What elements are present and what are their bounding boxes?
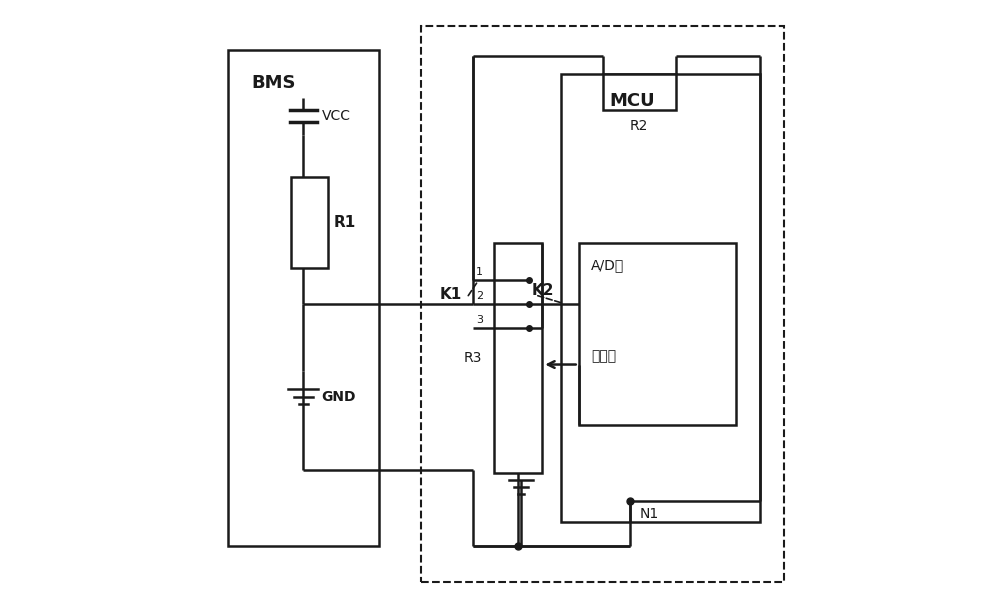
Text: R1: R1	[334, 215, 356, 230]
Text: MCU: MCU	[609, 92, 655, 110]
Bar	[494, 243, 542, 474]
Bar	[421, 26, 784, 582]
Bar	[603, 74, 676, 110]
Text: 1: 1	[476, 267, 483, 277]
Bar	[561, 74, 760, 522]
Text: R3: R3	[463, 351, 482, 365]
Text: 2: 2	[476, 291, 483, 301]
Bar	[291, 177, 328, 268]
Text: K1: K1	[439, 288, 462, 302]
Text: N1: N1	[639, 506, 658, 520]
Text: VCC: VCC	[321, 109, 350, 123]
Text: 集模块: 集模块	[591, 349, 616, 363]
Bar	[228, 50, 379, 546]
Text: K2: K2	[532, 283, 555, 298]
Bar	[579, 243, 736, 425]
Text: GND: GND	[321, 390, 356, 404]
Text: A/D采: A/D采	[591, 258, 624, 272]
Text: BMS: BMS	[252, 74, 296, 92]
Text: R2: R2	[630, 119, 648, 133]
Text: 3: 3	[476, 315, 483, 325]
